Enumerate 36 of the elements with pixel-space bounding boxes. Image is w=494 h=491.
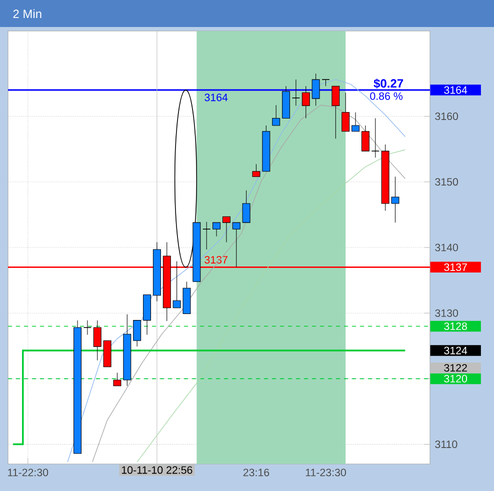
ref-line-label: 3164 bbox=[204, 94, 228, 102]
ref-line-label: 3120 bbox=[444, 374, 468, 382]
candlestick bbox=[83, 320, 92, 336]
candlestick bbox=[272, 104, 280, 126]
x-tick-label: 11-22:30 bbox=[8, 468, 48, 476]
x-tick-label: 23:16 bbox=[243, 468, 270, 476]
candlestick bbox=[202, 222, 211, 250]
ref-line-label: 10-11-10 22:56 bbox=[122, 466, 192, 474]
candlestick bbox=[371, 118, 380, 158]
candlestick bbox=[342, 92, 350, 132]
candlestick bbox=[222, 216, 230, 243]
y-tick-label: 3150 bbox=[435, 178, 458, 186]
y-tick-label: 3140 bbox=[435, 244, 458, 252]
candlestick bbox=[361, 125, 370, 152]
annotation: $0.27 bbox=[374, 78, 404, 88]
x-tick-label: 11-23:30 bbox=[306, 468, 346, 476]
y-tick-label: 3160 bbox=[435, 112, 458, 120]
y-tick-label: 3110 bbox=[435, 440, 458, 448]
ref-line-label: 3128 bbox=[444, 322, 467, 330]
ref-line-label: 3137 bbox=[204, 256, 228, 264]
candlestick bbox=[232, 222, 240, 268]
candlestick bbox=[352, 112, 360, 132]
candlestick bbox=[133, 320, 142, 347]
candlestick bbox=[212, 222, 221, 237]
candlestick bbox=[302, 86, 310, 119]
candlestick bbox=[312, 73, 320, 106]
annotation: 0.86 % bbox=[370, 92, 402, 100]
candlestick bbox=[292, 79, 300, 106]
text: 3164 bbox=[444, 86, 468, 94]
text: 3124 bbox=[444, 346, 468, 354]
y-tick-label: 3130 bbox=[435, 309, 458, 317]
candlestick bbox=[242, 190, 250, 223]
text: 3122 bbox=[444, 364, 467, 372]
candlestick bbox=[332, 86, 340, 139]
text: 3137 bbox=[444, 263, 467, 271]
chart-title: 2 Min bbox=[13, 9, 42, 18]
